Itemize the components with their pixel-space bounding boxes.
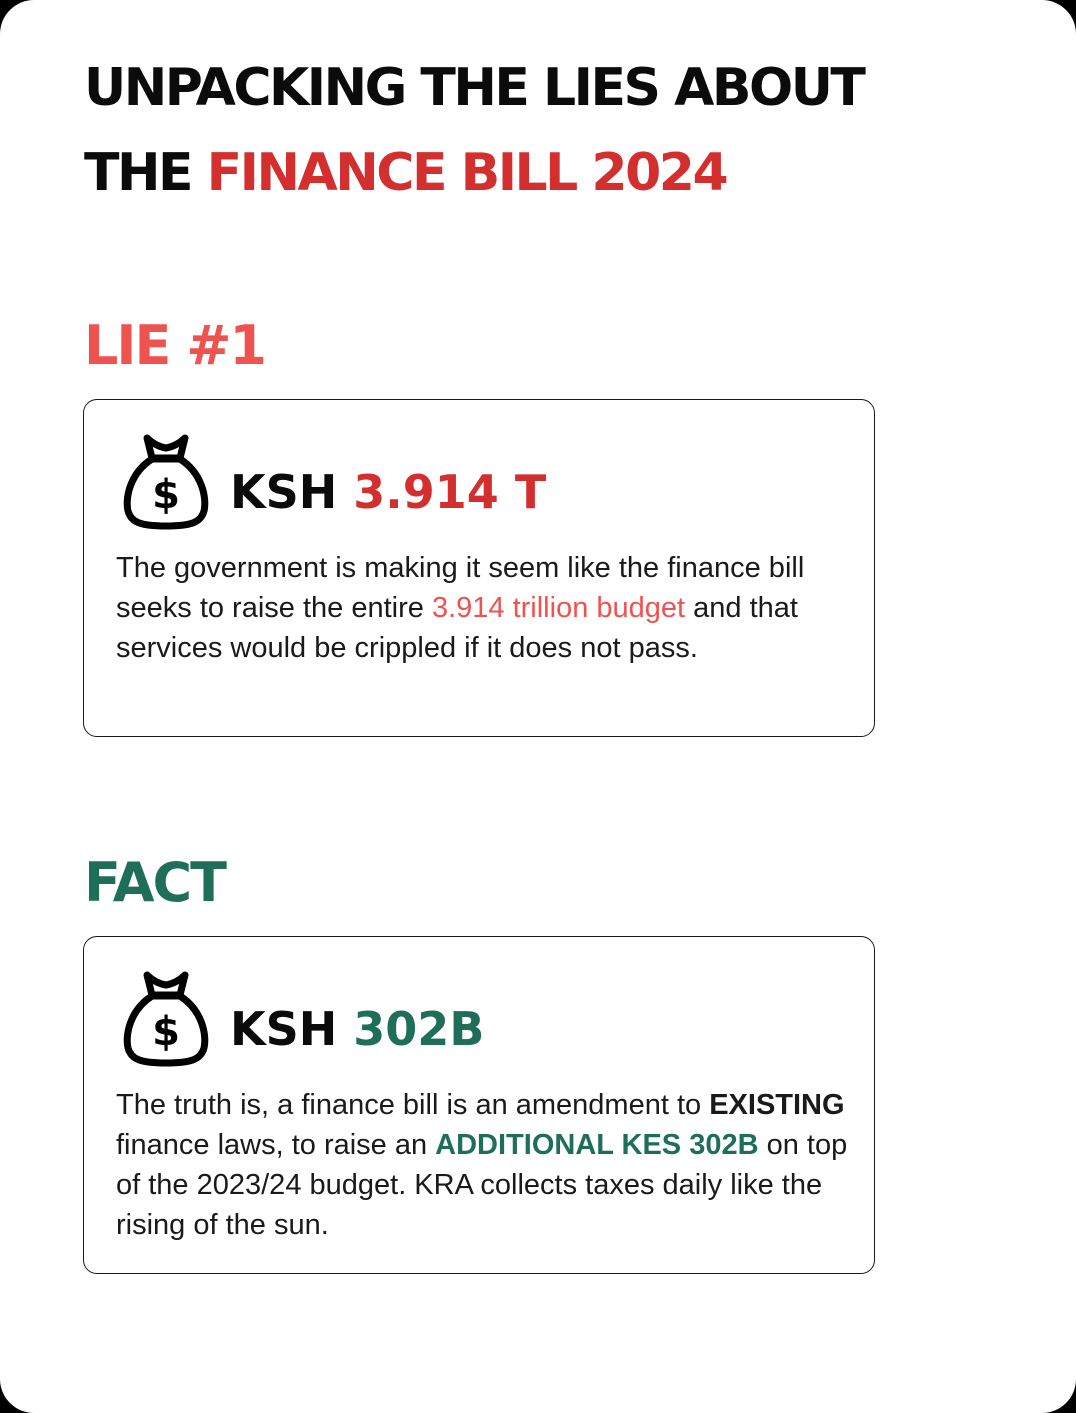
- title-line-2-prefix: THE: [84, 143, 194, 203]
- lie-amount-value: 3.914 T: [353, 465, 547, 519]
- lie-text-highlight: 3.914 trillion budget: [431, 592, 686, 624]
- lie-card: $ KSH 3.914 T The government is making i…: [83, 399, 875, 737]
- svg-text:$: $: [152, 1009, 180, 1055]
- title-line-2-highlight: FINANCE BILL 2024: [206, 143, 729, 203]
- fact-description: The truth is, a finance bill is an amend…: [116, 1085, 861, 1245]
- money-bag-dollar-icon: $: [123, 434, 209, 530]
- fact-text-part2: finance laws, to raise an: [116, 1129, 436, 1161]
- lie-heading: LIE #1: [84, 314, 267, 377]
- fact-amount: KSH 302B: [230, 999, 484, 1059]
- lie-text-part1: The government is making it seem like th…: [116, 552, 805, 624]
- fact-heading: FACT: [84, 851, 227, 914]
- fact-text-bold: EXISTING: [709, 1089, 845, 1121]
- fact-amount-value: 302B: [353, 1002, 485, 1056]
- fact-card: $ KSH 302B The truth is, a finance bill …: [83, 936, 875, 1274]
- lie-text-part2: and that services would be crippled if i…: [116, 592, 798, 664]
- fact-text-part3: on top of the 2023/24 budget. KRA collec…: [116, 1129, 848, 1241]
- fact-currency: KSH: [230, 1002, 338, 1056]
- fact-text-highlight: ADDITIONAL KES 302B: [435, 1129, 759, 1161]
- page-title: UNPACKING THE LIES ABOUT THE FINANCE BILL…: [84, 46, 866, 216]
- lie-currency: KSH: [230, 465, 338, 519]
- lie-description: The government is making it seem like th…: [116, 548, 861, 668]
- svg-text:$: $: [152, 472, 180, 518]
- money-bag-dollar-icon: $: [123, 971, 209, 1067]
- lie-amount: KSH 3.914 T: [230, 462, 546, 522]
- title-line-1: UNPACKING THE LIES ABOUT: [84, 58, 866, 118]
- fact-text-part1: The truth is, a finance bill is an amend…: [116, 1089, 710, 1121]
